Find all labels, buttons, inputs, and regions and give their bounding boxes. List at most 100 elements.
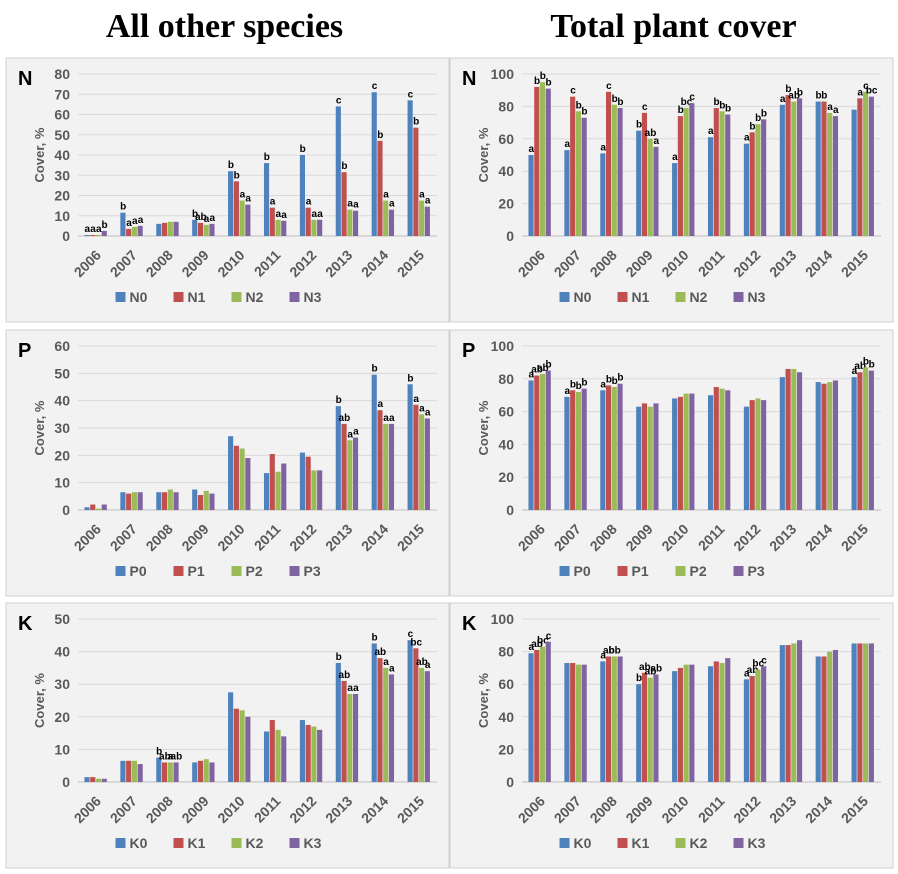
chart-1-bar-N3-2007	[137, 225, 143, 237]
chart-4-data-label-P0-2006: a	[529, 369, 535, 380]
chart-4-bar-P2-2012	[755, 398, 761, 510]
chart-6-bar-K1-2013	[785, 645, 791, 782]
chart-2-data-label-N1-2010: b	[678, 105, 684, 116]
chart-4-bar-P2-2013	[791, 368, 797, 510]
chart-3-data-label-P2-2013: a	[347, 429, 353, 440]
chart-5-bar-K1-2012	[305, 724, 311, 782]
chart-1-data-label-N1-2007: a	[126, 218, 132, 229]
chart-6-bar-K3-2013	[796, 640, 803, 782]
chart-4-data-label-P0-2015: a	[852, 366, 858, 377]
chart-4-bar-P0-2015	[851, 377, 857, 510]
chart-3-bar-P0-2015	[407, 384, 413, 510]
chart-2-legend-swatch-N1	[617, 292, 628, 302]
chart-5-bar-K1-2010	[233, 708, 239, 782]
chart-4-ytick-label-0: 0	[506, 502, 514, 518]
chart-5-data-label-K1-2008: ab	[159, 751, 171, 762]
chart-4-bar-P2-2009	[647, 406, 653, 510]
chart-3-y-axis-label: Cover, %	[32, 400, 47, 455]
chart-5-bar-K3-2013	[352, 693, 359, 782]
chart-1-bar-N1-2013	[341, 172, 347, 236]
chart-4-bar-P3-2006	[545, 370, 551, 510]
chart-1-legend-label-N3: N3	[304, 289, 322, 305]
chart-1-data-label-N0-2015: c	[408, 89, 414, 100]
chart-3-bar-P0-2007	[120, 492, 126, 510]
chart-5-data-label-K0-2014: b	[371, 632, 377, 643]
chart-2-ytick-label-1: 20	[498, 196, 514, 212]
chart-4-legend-label-P3: P3	[748, 563, 765, 579]
chart-1-data-label-N3-2011: a	[281, 210, 287, 221]
chart-4-y-axis-label: Cover, %	[476, 400, 491, 455]
chart-2-data-label-N1-2015: a	[857, 87, 863, 98]
chart-1-data-label-N1-2015: b	[413, 117, 419, 128]
chart-2-data-label-N3-2015: bc	[866, 86, 878, 97]
chart-5-data-label-K3-2008: ab	[171, 751, 183, 762]
chart-4-data-label-P3-2008: b	[617, 373, 623, 384]
chart-5-bar-K2-2011	[275, 729, 281, 782]
chart-2-bar-N0-2012	[743, 143, 749, 236]
chart-4-bar-P1-2007	[570, 390, 576, 510]
chart-3-bar-P2-2007	[131, 492, 137, 510]
chart-1-data-label-N3-2013: a	[353, 200, 359, 211]
chart-2-panel-letter: N	[462, 68, 476, 90]
chart-2-data-label-N0-2014: b	[815, 91, 821, 102]
chart-1-ytick-label-4: 40	[54, 147, 70, 163]
chart-5-ytick-label-0: 0	[62, 774, 70, 790]
chart-2-legend-label-N0: N0	[574, 289, 592, 305]
chart-6-legend-swatch-K2	[675, 838, 686, 848]
chart-2-bar-N0-2009	[636, 130, 642, 236]
chart-6-bar-K3-2015	[868, 643, 874, 782]
chart-2-bar-N0-2007	[564, 150, 570, 236]
chart-6-y-axis-label: Cover, %	[476, 673, 491, 728]
chart-3-data-label-P1-2015: a	[413, 394, 419, 405]
chart-4-bar-P3-2011	[725, 390, 731, 510]
chart-5-bar-K1-2009	[197, 760, 204, 782]
chart-1-ytick-label-3: 30	[54, 167, 70, 183]
chart-5-data-label-K2-2008: a	[168, 751, 174, 762]
chart-6-bar-K0-2011	[707, 666, 714, 782]
chart-5-bar-K3-2008	[173, 762, 179, 782]
chart-2-data-label-N0-2011: a	[708, 126, 714, 137]
chart-2-bar-N3-2009	[653, 146, 659, 236]
chart-2-ytick-label-0: 0	[506, 228, 514, 244]
chart-6-ytick-label-5: 100	[491, 611, 515, 627]
chart-5-bar-K1-2013	[341, 680, 347, 782]
chart-3-bar-P3-2010	[245, 458, 251, 510]
chart-2-data-label-N0-2008: a	[600, 142, 606, 153]
chart-4-ytick-label-1: 20	[498, 469, 514, 485]
chart-3-bar-P1-2007	[126, 493, 132, 510]
chart-3-legend-label-P3: P3	[304, 563, 321, 579]
chart-6-data-label-K1-2012: ab	[747, 665, 759, 676]
chart-2-bar-N3-2006	[545, 88, 551, 236]
chart-1-data-label-N0-2007: b	[120, 202, 126, 213]
chart-4-data-label-P1-2015: ab	[854, 361, 866, 372]
chart-2-data-label-N2-2006: b	[540, 71, 546, 82]
chart-2-bar-N1-2010	[677, 116, 683, 236]
chart-1-ytick-label-5: 50	[54, 127, 70, 143]
chart-1-bar-N3-2014	[388, 209, 395, 236]
chart-3-data-label-P3-2015: a	[425, 407, 431, 418]
chart-1-legend-swatch-N3	[289, 292, 300, 302]
chart-1-data-label-N2-2014: a	[383, 190, 389, 201]
chart-2-bar-N2-2007	[575, 111, 581, 236]
chart-2-bar-N2-2012	[755, 124, 761, 236]
chart-1-bar-N0-2011	[263, 163, 270, 236]
chart-6-bar-K1-2015	[857, 643, 863, 782]
chart-2-ytick-label-3: 60	[498, 131, 514, 147]
chart-5-legend-label-K1: K1	[188, 835, 206, 851]
chart-2-ytick-label-2: 40	[498, 163, 514, 179]
chart-2-bar-N2-2011	[719, 111, 725, 236]
chart-5-bar-K3-2014	[388, 674, 395, 782]
chart-1-bar-N0-2009	[192, 219, 198, 236]
chart-4-bar-P1-2014	[821, 383, 827, 510]
chart-2-bar-N1-2009	[641, 112, 648, 236]
chart-5-legend-label-K2: K2	[246, 835, 264, 851]
chart-6-data-label-K0-2008: a	[600, 650, 606, 661]
chart-6-ytick-label-3: 60	[498, 676, 514, 692]
chart-1-bar-N1-2009	[197, 222, 204, 236]
chart-4-bar-P0-2012	[743, 406, 749, 510]
chart-3-bar-P2-2013	[347, 440, 353, 510]
chart-1-data-label-N0-2010: b	[228, 160, 234, 171]
chart-1-data-label-N1-2014: b	[377, 130, 383, 141]
chart-1-data-label-N0-2006: a	[85, 224, 91, 235]
chart-1-data-label-N1-2010: b	[234, 170, 240, 181]
